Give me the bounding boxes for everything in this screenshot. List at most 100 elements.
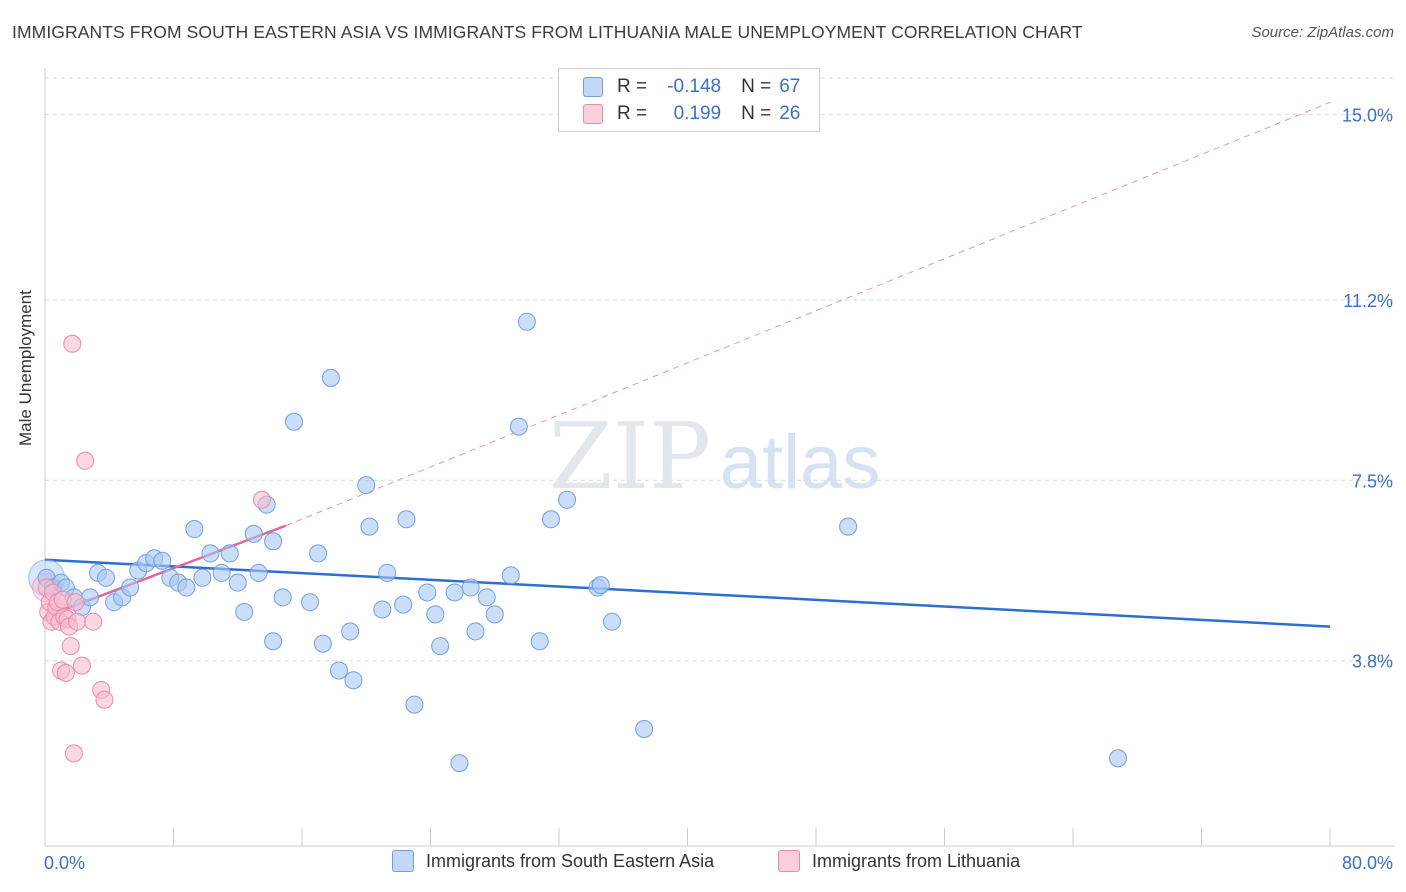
point-south-eastern-asia [509,417,528,436]
watermark-zip: ZIP [549,403,711,510]
legend-n-label: N = [741,76,772,97]
source-label: Source: ZipAtlas.com [1251,24,1394,41]
point-south-eastern-asia [309,544,328,563]
point-south-eastern-asia [517,312,536,331]
point-lithuania [84,612,103,631]
legend-swatch-blue [392,850,414,872]
point-lithuania [76,451,95,470]
legend-n-label: N = [741,103,772,124]
point-south-eastern-asia [373,600,392,619]
point-south-eastern-asia [360,517,379,536]
point-south-eastern-asia [193,568,212,587]
y-tick-label: 7.5% [1352,471,1393,491]
point-south-eastern-asia [357,476,376,495]
legend-n-value: 67 [779,76,801,97]
point-south-eastern-asia [426,605,445,624]
point-south-eastern-asia [177,578,196,597]
point-lithuania [252,490,271,509]
point-south-eastern-asia [477,588,496,607]
point-south-eastern-asia [264,532,283,551]
point-south-eastern-asia [344,671,363,690]
y-tick-label: 3.8% [1352,652,1393,672]
legend-label: Immigrants from Lithuania [812,850,1021,871]
point-lithuania [63,334,82,353]
y-tick-label: 15.0% [1342,106,1393,126]
legend-r-label: R = [617,76,648,97]
point-south-eastern-asia [341,622,360,641]
point-south-eastern-asia [397,510,416,529]
chart-title: IMMIGRANTS FROM SOUTH EASTERN ASIA VS IM… [12,22,1083,42]
x-tick-label: 80.0% [1342,853,1393,873]
point-lithuania [68,612,87,631]
point-south-eastern-asia [591,576,610,595]
legend-swatch-pink [778,850,800,872]
point-south-eastern-asia [541,510,560,529]
legend-r-value: -0.148 [667,76,722,97]
point-south-eastern-asia [301,593,320,612]
trendlines [44,101,1331,628]
legend-item-lithuania: Immigrants from Lithuania [778,850,1020,872]
point-south-eastern-asia [249,563,268,582]
point-south-eastern-asia [501,566,520,585]
point-south-eastern-asia [284,412,303,431]
point-south-eastern-asia [220,544,239,563]
point-south-eastern-asia [445,583,464,602]
tick-labels: 3.8% 7.5% 11.2% 15.0% 0.0% 80.0% [44,106,1393,873]
point-south-eastern-asia [321,368,340,387]
legend-n-value: 26 [779,103,801,124]
point-south-eastern-asia [466,622,485,641]
x-tick-label: 0.0% [44,853,85,873]
point-south-eastern-asia [485,605,504,624]
data-points [28,312,1127,773]
legend-r-value: 0.199 [673,103,722,124]
point-south-eastern-asia [530,632,549,651]
legend-swatch-blue [583,77,603,97]
point-south-eastern-asia [839,517,858,536]
legend-row-south-eastern-asia: R = -0.148 N = 67 [583,74,800,100]
point-south-eastern-asia [558,490,577,509]
point-south-eastern-asia [212,563,231,582]
point-lithuania [72,656,91,675]
legend-item-south-eastern-asia: Immigrants from South Eastern Asia [392,850,714,872]
point-south-eastern-asia [635,719,654,738]
point-south-eastern-asia [450,754,469,773]
point-south-eastern-asia [273,588,292,607]
point-lithuania [64,744,83,763]
point-south-eastern-asia [378,563,397,582]
point-south-eastern-asia [431,637,450,656]
point-south-eastern-asia [201,544,220,563]
point-south-eastern-asia [313,634,332,653]
series-legend: Immigrants from South Eastern Asia Immig… [0,850,1406,878]
legend-label: Immigrants from South Eastern Asia [426,850,715,871]
point-south-eastern-asia [461,578,480,597]
trendline-lithuania-extension [285,101,1331,527]
legend-swatch-pink [583,104,603,124]
point-south-eastern-asia [97,568,116,587]
legend-row-lithuania: R = 0.199 N = 26 [583,101,800,127]
point-south-eastern-asia [264,632,283,651]
point-south-eastern-asia [603,612,622,631]
y-tick-label: 11.2% [1343,291,1393,311]
watermark: ZIP atlas [549,403,880,510]
correlation-legend: R = -0.148 N = 67 R = 0.199 N = 26 [558,68,820,132]
point-south-eastern-asia [244,524,263,543]
point-south-eastern-asia [235,602,254,621]
point-lithuania [66,593,85,612]
watermark-atlas: atlas [720,420,881,505]
gridlines [45,77,1395,662]
point-south-eastern-asia [121,578,140,597]
y-axis-label: Male Unemployment [16,290,35,446]
point-south-eastern-asia [1108,749,1127,768]
legend-r-label: R = [617,103,648,124]
point-south-eastern-asia [153,551,172,570]
point-lithuania [61,637,80,656]
point-lithuania [56,663,75,682]
point-south-eastern-asia [185,520,204,539]
point-south-eastern-asia [228,573,247,592]
axes [44,68,1395,847]
point-lithuania [95,690,114,709]
point-south-eastern-asia [394,595,413,614]
point-south-eastern-asia [329,661,348,680]
point-south-eastern-asia [405,695,424,714]
